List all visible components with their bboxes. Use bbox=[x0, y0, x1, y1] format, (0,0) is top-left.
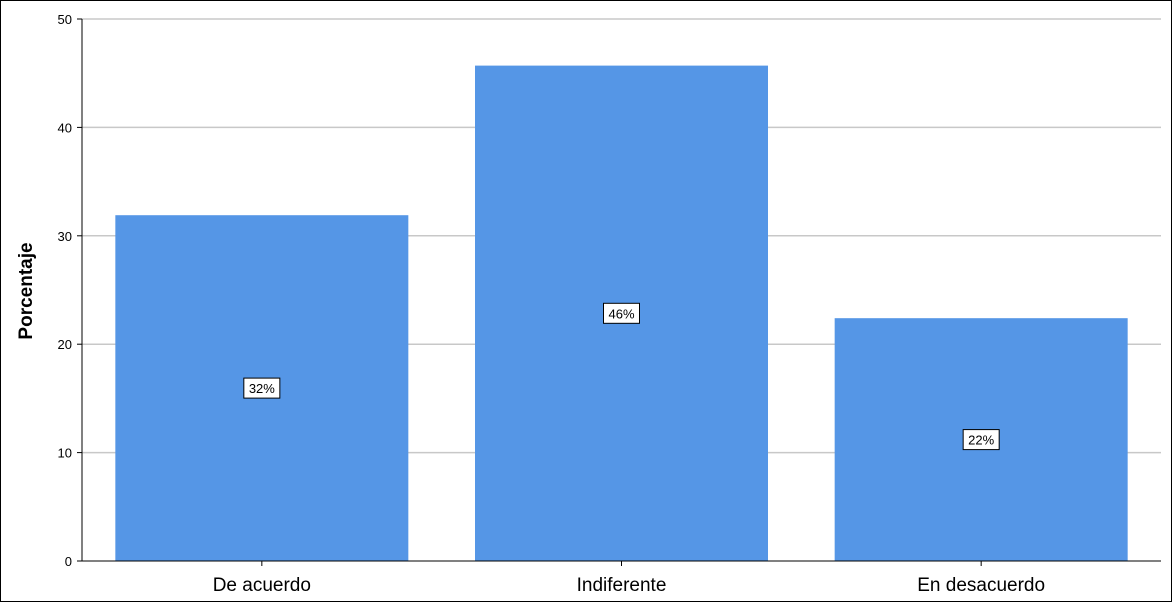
y-tick-label: 40 bbox=[58, 120, 72, 135]
data-label-text: 22% bbox=[968, 433, 994, 448]
y-tick-label: 0 bbox=[65, 554, 72, 569]
y-tick-label: 10 bbox=[58, 446, 72, 461]
data-label-text: 32% bbox=[249, 381, 275, 396]
data-labels: 32% 46% 22% bbox=[243, 302, 1000, 451]
y-tick-labels: 0 10 20 30 40 50 bbox=[58, 12, 82, 569]
y-tick-label: 20 bbox=[58, 337, 72, 352]
data-label: 46% bbox=[603, 302, 640, 324]
x-category-label: De acuerdo bbox=[213, 575, 311, 596]
x-category-label: En desacuerdo bbox=[917, 575, 1045, 596]
y-axis-title: Porcentaje bbox=[16, 242, 37, 339]
data-label: 22% bbox=[962, 429, 1000, 451]
data-label: 32% bbox=[243, 377, 281, 399]
x-category-labels: De acuerdo Indiferente En desacuerdo bbox=[213, 561, 1045, 596]
data-label-box bbox=[962, 429, 1000, 451]
data-label-text: 46% bbox=[608, 306, 634, 321]
y-tick-label: 50 bbox=[58, 12, 72, 27]
data-label-box bbox=[603, 302, 640, 324]
data-label-box bbox=[243, 377, 281, 399]
x-category-label: Indiferente bbox=[577, 575, 667, 596]
y-tick-label: 30 bbox=[58, 229, 72, 244]
